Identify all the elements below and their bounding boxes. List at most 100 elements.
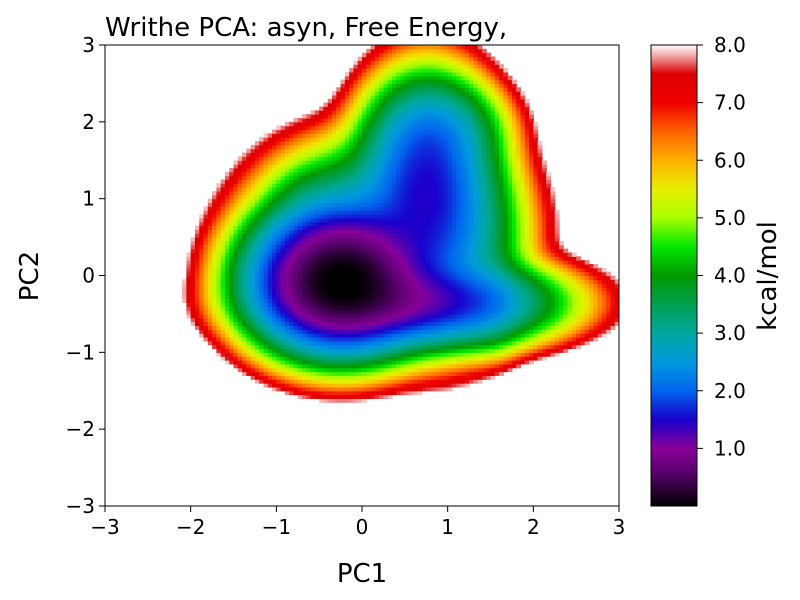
heatmap-cell <box>379 187 385 192</box>
heatmap-cell <box>473 313 479 319</box>
heatmap-cell <box>439 229 444 234</box>
heatmap-cell <box>409 313 414 319</box>
heatmap-cell <box>413 87 419 92</box>
heatmap-cell <box>357 333 363 338</box>
heatmap-cell <box>421 252 427 257</box>
heatmap-cell <box>306 336 312 342</box>
heatmap-cell <box>289 133 295 138</box>
heatmap-cell <box>340 375 346 380</box>
heatmap-cell <box>374 260 380 265</box>
heatmap-cell <box>383 56 389 61</box>
heatmap-cell <box>284 183 290 188</box>
heatmap-cell <box>413 60 419 65</box>
heatmap-cell <box>353 194 359 200</box>
heatmap-cell <box>413 348 419 353</box>
heatmap-cell <box>216 306 222 311</box>
heatmap-cell <box>302 321 307 327</box>
heatmap-cell <box>421 210 427 215</box>
heatmap-cell <box>362 252 367 257</box>
heatmap-cell <box>400 279 406 284</box>
heatmap-cell <box>451 275 457 280</box>
heatmap-cell <box>310 137 316 142</box>
heatmap-cell <box>216 267 222 273</box>
heatmap-cell <box>464 117 470 123</box>
heatmap-cell <box>272 290 277 296</box>
heatmap-cell <box>396 317 402 323</box>
heatmap-cell <box>413 45 419 50</box>
heatmap-cell <box>379 287 385 292</box>
heatmap-cell <box>229 310 235 315</box>
heatmap-cell <box>447 252 453 257</box>
heatmap-cell <box>263 233 269 238</box>
heatmap-cell <box>400 340 406 346</box>
heatmap-cell <box>306 117 312 123</box>
heatmap-cell <box>242 256 247 261</box>
heatmap-cell <box>396 283 402 288</box>
heatmap-cell <box>430 275 436 280</box>
heatmap-cell <box>332 141 337 146</box>
heatmap-cell <box>451 56 457 61</box>
heatmap-cell <box>439 164 444 169</box>
heatmap-cell <box>421 64 427 69</box>
heatmap-cell <box>263 321 269 327</box>
heatmap-cell <box>460 202 466 207</box>
heatmap-cell <box>447 356 453 361</box>
heatmap-cell <box>212 267 217 273</box>
heatmap-cell <box>370 75 376 81</box>
heatmap-cell <box>391 383 397 388</box>
heatmap-cell <box>447 98 453 104</box>
heatmap-cell <box>383 202 389 207</box>
heatmap-cell <box>254 287 260 292</box>
heatmap-cell <box>284 386 290 392</box>
heatmap-cell <box>370 83 376 88</box>
heatmap-cell <box>409 386 414 392</box>
heatmap-cell <box>370 225 376 230</box>
heatmap-cell <box>391 275 397 280</box>
heatmap-cell <box>426 160 432 165</box>
heatmap-cell <box>229 263 235 269</box>
heatmap-cell <box>387 248 393 254</box>
heatmap-cell <box>362 260 367 265</box>
heatmap-cell <box>460 217 466 223</box>
heatmap-cell <box>469 91 474 96</box>
heatmap-cell <box>314 229 320 234</box>
heatmap-cell <box>246 183 252 188</box>
heatmap-cell <box>336 187 342 192</box>
heatmap-cell <box>289 148 295 154</box>
heatmap-cell <box>456 106 462 111</box>
heatmap-cell <box>242 164 247 169</box>
heatmap-cell <box>220 279 226 284</box>
heatmap-cell <box>379 356 385 361</box>
heatmap-cell <box>421 221 427 227</box>
heatmap-cell <box>306 210 312 215</box>
heatmap-cell <box>400 313 406 319</box>
heatmap-cell <box>272 164 277 169</box>
heatmap-cell <box>272 333 277 338</box>
heatmap-cell <box>314 179 320 184</box>
heatmap-cell <box>203 237 209 242</box>
heatmap-cell <box>404 271 410 277</box>
heatmap-cell <box>374 206 380 211</box>
heatmap-cell <box>310 298 316 303</box>
heatmap-cell <box>400 164 406 169</box>
heatmap-cell <box>306 321 312 327</box>
heatmap-cell <box>327 398 333 403</box>
heatmap-cell <box>469 152 474 158</box>
heatmap-cell <box>327 233 333 238</box>
heatmap-cell <box>447 240 453 246</box>
heatmap-cell <box>293 141 299 146</box>
heatmap-cell <box>439 313 444 319</box>
heatmap-cell <box>323 348 329 353</box>
heatmap-cell <box>426 164 432 169</box>
heatmap-cell <box>409 275 414 280</box>
heatmap-cell <box>439 325 444 330</box>
heatmap-cell <box>323 344 329 350</box>
heatmap-cell <box>237 210 243 215</box>
heatmap-cell <box>199 233 205 238</box>
heatmap-cell <box>464 91 470 96</box>
heatmap-cell <box>323 279 329 284</box>
heatmap-cell <box>387 87 393 92</box>
heatmap-cell <box>212 336 217 342</box>
heatmap-cell <box>447 237 453 242</box>
heatmap-cell <box>314 321 320 327</box>
